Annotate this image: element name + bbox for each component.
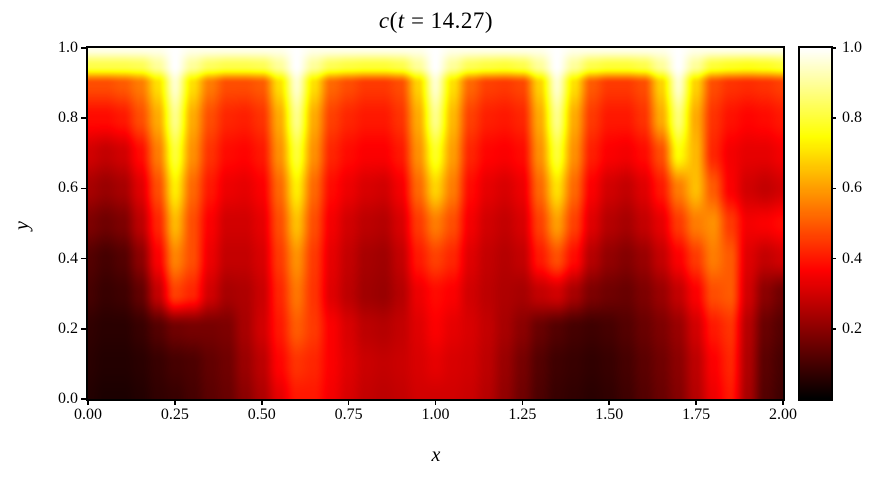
x-tick-label: 1.00	[421, 406, 450, 423]
x-tick-label: 0.00	[74, 406, 102, 423]
colorbar-tick-mark	[831, 187, 836, 190]
colorbar-tick-label: 1.0	[842, 39, 862, 56]
colorbar-tick-label: 0.6	[842, 179, 862, 197]
x-tick-mark	[87, 400, 89, 405]
axes-frame	[86, 46, 785, 401]
x-tick-label: 0.50	[247, 406, 276, 423]
x-tick-mark	[608, 400, 611, 405]
colorbar-tick-label: 0.4	[842, 249, 862, 267]
colorbar-tick-mark	[831, 257, 836, 260]
x-tick-label: 1.50	[595, 406, 624, 423]
heatmap-canvas	[88, 48, 783, 399]
colorbar-tick-label: 0.2	[842, 319, 862, 337]
x-tick-label: 1.75	[682, 406, 711, 423]
x-axis-label: x	[431, 444, 441, 466]
x-tick-mark	[260, 400, 263, 405]
y-tick-label: 0.0	[58, 390, 78, 407]
x-tick-label: 0.75	[334, 406, 363, 423]
x-tick-mark	[434, 400, 437, 405]
y-tick-mark	[81, 187, 86, 190]
colorbar-tick-label: 0.8	[842, 109, 862, 127]
colorbar-tick-mark	[831, 47, 836, 49]
colorbar-tick-mark	[831, 328, 836, 330]
y-axis-label: y	[10, 221, 33, 230]
x-tick-mark	[521, 400, 524, 405]
x-tick-mark	[347, 400, 350, 405]
y-tick-label: 0.2	[58, 319, 78, 337]
colorbar-tick-mark	[831, 117, 836, 119]
y-tick-mark	[81, 47, 86, 49]
x-tick-label: 2.00	[769, 406, 797, 423]
plot-title: c(t = 14.27)	[378, 8, 494, 33]
x-tick-mark	[695, 400, 697, 405]
y-tick-mark	[81, 328, 86, 330]
x-tick-mark	[174, 400, 176, 405]
colorbar-canvas	[800, 48, 831, 399]
y-tick-mark	[81, 257, 86, 260]
x-tick-mark	[782, 400, 784, 405]
x-tick-label: 1.25	[508, 406, 537, 423]
y-tick-label: 1.0	[58, 39, 78, 56]
y-tick-label: 0.6	[58, 179, 78, 197]
colorbar-frame	[798, 46, 833, 401]
y-tick-label: 0.4	[58, 249, 78, 267]
y-tick-mark	[81, 398, 86, 400]
x-tick-label: 0.25	[160, 406, 189, 423]
y-tick-mark	[81, 117, 86, 119]
y-tick-label: 0.8	[58, 109, 78, 127]
